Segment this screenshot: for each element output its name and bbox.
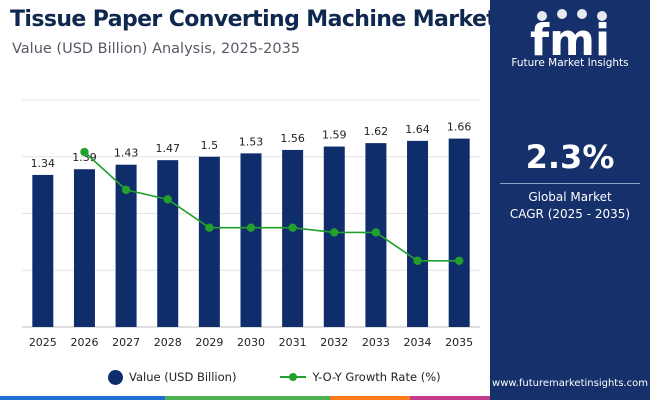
bar-2032 xyxy=(323,146,345,327)
chart-subtitle: Value (USD Billion) Analysis, 2025-2035 xyxy=(12,41,301,57)
growth-point-2027 xyxy=(121,185,131,195)
growth-point-2026 xyxy=(80,147,89,157)
bar-value-label: 1.66 xyxy=(447,121,472,134)
x-tick-label: 2027 xyxy=(112,336,140,349)
bar-2030 xyxy=(240,153,262,327)
bar-2027 xyxy=(115,164,137,327)
bar-2025 xyxy=(32,174,54,327)
cagr-value: 2.3% xyxy=(525,138,615,176)
bar-2029 xyxy=(198,156,220,327)
logo-tagline: Future Market Insights xyxy=(511,57,629,69)
x-tick-labels: 2025 2026 2027 2028 2029 2030 2031 2032 2033 2034… xyxy=(29,336,473,349)
bar-2035 xyxy=(448,138,470,327)
legend-bar-label: Value (USD Billion) xyxy=(129,370,237,384)
bar-2031 xyxy=(282,149,304,327)
x-tick-label: 2029 xyxy=(195,336,223,349)
logo-text: fmi xyxy=(530,15,610,58)
cagr-label-line1: Global Market xyxy=(528,190,612,204)
legend-line-swatch xyxy=(280,371,307,383)
growth-rate-line xyxy=(83,151,460,262)
sidebar-panel: fmi Future Market Insights 2.3% Global M… xyxy=(490,0,650,400)
legend-line-label: Y-O-Y Growth Rate (%) xyxy=(312,370,441,384)
legend: Value (USD Billion) Y-O-Y Growth Rate (%… xyxy=(108,368,441,386)
growth-point-2028 xyxy=(163,195,172,204)
bar-labels-group: 1.34 1.39 1.43 1.47 1.5 1.53 1.56 1.59 1.62 1.64 1… xyxy=(31,121,472,170)
growth-point-2034 xyxy=(413,256,422,265)
x-tick-label: 2032 xyxy=(320,336,348,349)
cagr-divider xyxy=(500,183,640,184)
growth-point-2033 xyxy=(371,228,381,237)
x-tick-label: 2034 xyxy=(404,336,432,349)
growth-line-group xyxy=(80,147,464,265)
bar-2034 xyxy=(407,140,429,327)
x-tick-label: 2026 xyxy=(70,336,98,349)
x-tick-label: 2030 xyxy=(237,336,265,349)
bar-value-label: 1.56 xyxy=(280,132,305,145)
growth-point-2031 xyxy=(288,223,297,232)
growth-point-2030 xyxy=(246,223,256,232)
bar-value-label: 1.59 xyxy=(322,129,347,142)
growth-point-2035 xyxy=(454,256,464,265)
cagr-label-line2: CAGR (2025 - 2035) xyxy=(509,207,631,221)
x-tick-label: 2025 xyxy=(29,336,57,349)
bar-value-label: 1.34 xyxy=(31,157,56,170)
growth-point-2032 xyxy=(330,228,339,237)
x-tick-label: 2033 xyxy=(362,336,390,349)
website-link[interactable]: www.futuremarketinsights.com xyxy=(492,378,648,389)
bar-2026 xyxy=(73,169,95,327)
bar-value-label: 1.47 xyxy=(155,142,180,155)
legend-bar-swatch xyxy=(108,369,123,385)
bar-value-label: 1.62 xyxy=(364,125,389,138)
x-tick-label: 2035 xyxy=(445,336,473,349)
x-tick-label: 2028 xyxy=(154,336,182,349)
bar-value-label: 1.64 xyxy=(405,123,430,136)
bar-value-label: 1.53 xyxy=(239,135,264,148)
bar-value-label: 1.39 xyxy=(72,151,97,164)
bar-value-label: 1.5 xyxy=(201,139,219,152)
bottom-color-stripe xyxy=(0,396,490,400)
chart-title: Tissue Paper Converting Machine Market xyxy=(10,7,497,32)
bar-2028 xyxy=(157,160,179,327)
bar-value-label: 1.43 xyxy=(114,147,139,160)
chart-area: 1.34 1.39 1.43 1.47 1.5 1.53 1.56 1.59 1.62 1.64 1… xyxy=(22,99,480,349)
bars-group xyxy=(32,138,470,327)
fmi-logo: fmi xyxy=(530,9,610,58)
growth-point-2029 xyxy=(205,223,214,232)
x-tick-label: 2031 xyxy=(279,336,307,349)
